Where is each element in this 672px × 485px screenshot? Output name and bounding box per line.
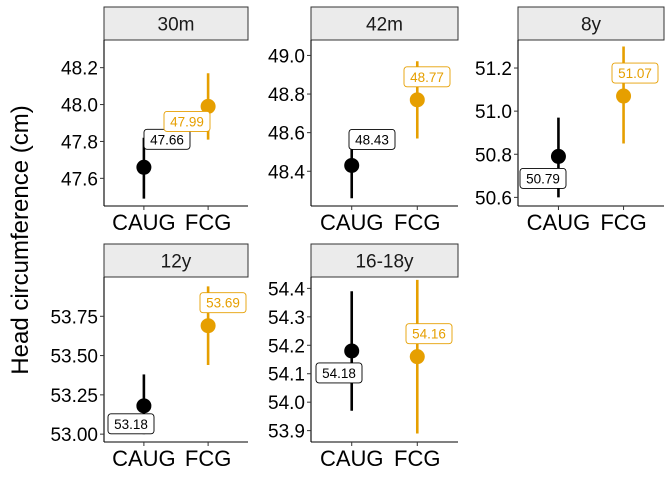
facet-panel-8y: 8y 50.6 50.8 51.0 51.2 CAUG FCG 50.79 51.07 [475,6,665,235]
point-caug [136,159,152,175]
point-caug [344,157,360,173]
data-label-fcg: 53.69 [206,296,240,311]
facet-strip [310,6,459,41]
y-tick-label: 48.8 [268,85,305,106]
facet-strip-label: 42m [366,15,403,36]
y-tick-label: 50.8 [475,145,512,166]
x-tick-label: CAUG [112,210,176,235]
facet-panel-16-18y: 16-18y 53.9 54.0 54.1 54.2 54.3 54.4 CAUG FCG 54.… [268,243,459,471]
x-tick-label: CAUG [320,210,384,235]
data-label-caug: 54.18 [322,366,356,381]
x-tick-label: FCG [185,210,231,235]
facet-panel-30m: 30m 47.6 47.8 48.0 48.2 CAUG FCG 47.66 47.99 [61,6,249,235]
facet-strip [310,243,459,278]
y-tick-label: 48.6 [268,124,305,145]
data-label-box-fcg [611,62,659,84]
facet-strip-label: 8y [581,15,602,36]
y-tick-label: 53.25 [50,386,98,407]
x-tick-label: FCG [394,446,440,471]
facet-strip [103,243,249,278]
point-fcg [409,92,425,108]
x-tick-label: CAUG [527,210,591,235]
facet-panel-12y: 12y 53.00 53.25 53.50 53.75 CAUG FCG 53.18 53.69 [50,243,249,471]
y-tick-label: 51.0 [475,102,512,123]
data-label-fcg: 51.07 [618,66,652,81]
data-label-box-fcg [405,323,453,345]
data-label-box-fcg [403,66,451,88]
point-fcg [616,88,632,104]
x-tick-label: FCG [185,446,231,471]
point-fcg [200,98,216,114]
x-tick-label: CAUG [112,446,176,471]
y-tick-label: 53.75 [50,307,98,328]
facet-strip-label: 16-18y [355,252,414,273]
y-tick-label: 54.3 [268,308,305,329]
data-label-box-caug [519,167,567,189]
x-tick-label: FCG [394,210,440,235]
y-tick-label: 47.6 [61,169,98,190]
x-tick-label: FCG [600,210,646,235]
y-tick-label: 49.0 [268,46,305,67]
facet-panel-42m: 42m 48.4 48.6 48.8 49.0 CAUG FCG 48.43 48.77 [268,6,459,235]
y-tick-label: 54.0 [268,393,305,414]
y-tick-label: 48.0 [61,96,98,117]
point-caug [136,398,152,414]
y-tick-label: 50.6 [475,188,512,209]
data-label-box-fcg [199,292,247,314]
point-caug [344,343,360,359]
x-tick-label: CAUG [320,446,384,471]
facet-strip [517,6,665,41]
point-fcg [200,318,216,334]
point-fcg [409,349,425,365]
facet-strip-label: 12y [161,252,192,273]
y-tick-label: 53.00 [50,425,98,446]
data-label-fcg: 47.99 [170,114,204,129]
data-label-caug: 50.79 [526,171,560,186]
point-caug [550,148,566,164]
data-label-caug: 47.66 [150,132,184,147]
y-tick-label: 53.9 [268,422,305,443]
data-label-box-fcg [163,110,211,132]
data-label-caug: 53.18 [114,417,148,432]
facet-strip [103,6,249,41]
data-label-fcg: 54.16 [412,327,446,342]
y-axis-label: Head circumference (cm) [7,105,34,374]
y-tick-label: 51.2 [475,59,512,80]
y-tick-label: 47.8 [61,132,98,153]
y-tick-label: 53.50 [50,347,98,368]
data-label-caug: 48.43 [355,132,389,147]
y-tick-label: 48.2 [61,59,98,80]
data-label-box-caug [107,413,155,435]
facet-strip-label: 30m [158,15,195,36]
data-label-box-caug [315,362,363,384]
y-tick-label: 54.1 [268,365,305,386]
y-tick-label: 54.4 [268,279,305,300]
y-tick-label: 48.4 [268,162,305,183]
y-tick-label: 54.2 [268,336,305,357]
data-label-fcg: 48.77 [410,70,444,85]
data-label-box-caug [348,129,396,150]
